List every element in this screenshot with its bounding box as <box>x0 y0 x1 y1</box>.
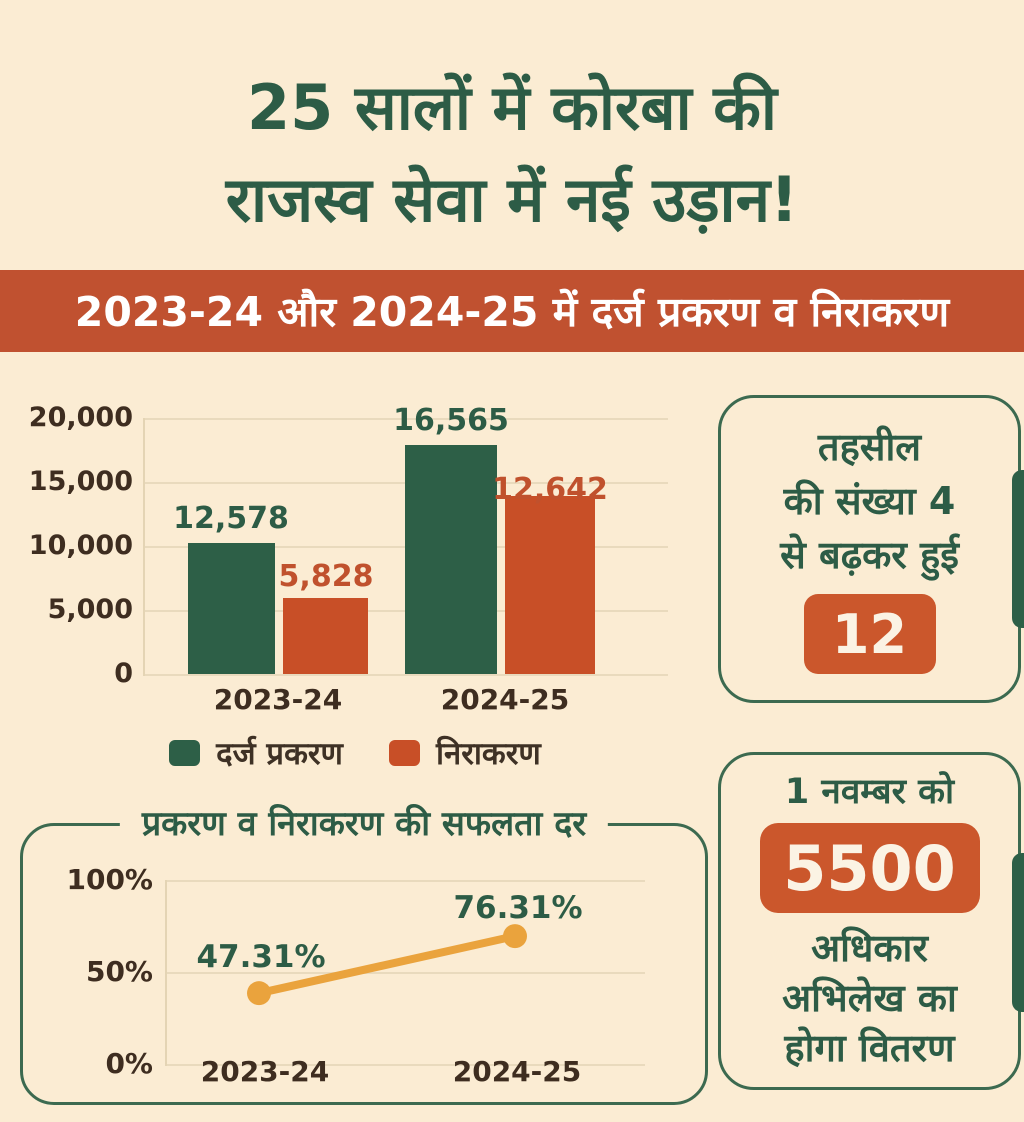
records-line4: होगा वितरण <box>784 1026 955 1070</box>
x-label-2023-24: 2023-24 <box>213 683 343 716</box>
gridline-20000 <box>143 418 668 420</box>
point-label-76: 76.31% <box>453 890 583 926</box>
bar-value-12578: 12,578 <box>173 501 289 536</box>
records-line2: अधिकार <box>811 926 928 970</box>
gridline-0 <box>143 674 668 676</box>
y-tick-5000: 5,000 <box>47 594 133 625</box>
gridline-50pct <box>165 972 645 974</box>
tehsil-line1: तहसील <box>817 425 922 469</box>
right-accent-bar-2 <box>1012 853 1024 1012</box>
gridline-100pct <box>165 880 645 882</box>
banner-text: 2023-24 और 2024-25 में दर्ज प्रकरण व निर… <box>74 288 950 336</box>
bar-registered-2024-25 <box>405 445 497 674</box>
tehsil-line3: से बढ़कर हुई <box>780 533 959 577</box>
bar-chart: 20,000 15,000 10,000 5,000 0 12,578 5,82… <box>0 400 710 775</box>
bar-resolved-2024-25 <box>505 496 595 674</box>
y-tick-100pct: 100% <box>66 863 153 896</box>
y-tick-50pct: 50% <box>85 955 153 988</box>
panel-records-distribution: 1 नवम्बर को 5500 अधिकार अभिलेख का होगा व… <box>718 752 1021 1090</box>
legend-label-registered: दर्ज प्रकरण <box>216 736 343 772</box>
tehsil-count-badge: 12 <box>803 594 936 674</box>
right-accent-bar-1 <box>1012 470 1024 628</box>
trend-point-2024-25 <box>503 924 527 949</box>
point-label-47: 47.31% <box>196 939 326 975</box>
y-tick-0: 0 <box>114 658 133 689</box>
line-y-axis <box>165 880 167 1066</box>
page-title-line1: 25 सालों में कोरबा की <box>247 71 777 144</box>
section-banner: 2023-24 और 2024-25 में दर्ज प्रकरण व निर… <box>0 270 1024 352</box>
y-axis-line <box>143 418 145 676</box>
line-x-label-2024-25: 2024-25 <box>452 1055 582 1088</box>
tehsil-line2: की संख्या 4 <box>783 479 956 523</box>
y-tick-10000: 10,000 <box>28 530 133 561</box>
bar-chart-legend: दर्ज प्रकरण निराकरण <box>0 734 710 772</box>
records-line1: 1 नवम्बर को <box>784 772 955 812</box>
records-line3: अभिलेख का <box>782 976 957 1020</box>
bar-resolved-2023-24 <box>283 598 368 674</box>
line-chart-title: प्रकरण व निराकरण की सफलता दर <box>119 800 609 848</box>
trend-line-svg <box>247 924 527 1006</box>
legend-item-registered: दर्ज प्रकरण <box>169 732 343 774</box>
legend-swatch-green <box>169 740 201 766</box>
trend-line <box>255 932 519 998</box>
bar-value-12642: 12,642 <box>492 472 608 507</box>
legend-label-resolved: निराकरण <box>435 736 541 772</box>
legend-item-resolved: निराकरण <box>388 732 541 774</box>
bar-value-16565: 16,565 <box>393 403 509 438</box>
line-x-label-2023-24: 2023-24 <box>200 1055 330 1088</box>
y-tick-15000: 15,000 <box>28 466 133 497</box>
bar-registered-2023-24 <box>188 543 275 674</box>
panel-tehsil-count: तहसील की संख्या 4 से बढ़कर हुई 12 <box>718 395 1021 703</box>
bar-value-5828: 5,828 <box>278 559 374 594</box>
records-count-badge: 5500 <box>759 823 980 913</box>
x-label-2024-25: 2024-25 <box>440 683 570 716</box>
gridline-0pct <box>165 1064 645 1066</box>
line-chart-panel: प्रकरण व निराकरण की सफलता दर 100% 50% 0%… <box>20 800 708 1105</box>
page-title: 25 सालों में कोरबा की राजस्व सेवा में नई… <box>0 62 1024 246</box>
trend-point-2023-24 <box>247 981 271 1006</box>
legend-swatch-orange <box>388 740 420 766</box>
y-tick-20000: 20,000 <box>28 402 133 433</box>
y-tick-0pct: 0% <box>105 1047 153 1080</box>
page-title-line2: राजस्व सेवा में नई उड़ान! <box>225 163 799 236</box>
